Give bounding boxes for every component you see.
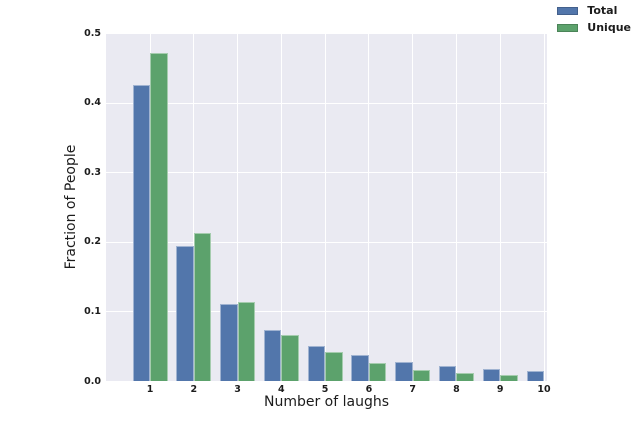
gridline-horizontal bbox=[106, 102, 547, 104]
y-tick-label: 0.5 bbox=[84, 27, 101, 39]
bar-group-10 bbox=[526, 33, 548, 381]
x-tick-label: 5 bbox=[321, 384, 329, 395]
y-tick-label: 0.1 bbox=[84, 305, 101, 317]
bar-unique-2 bbox=[193, 233, 212, 381]
bar-total-9 bbox=[482, 369, 501, 381]
bar-group-4 bbox=[263, 33, 299, 381]
y-axis-label: Fraction of People bbox=[63, 144, 79, 270]
gridline-vertical bbox=[280, 33, 282, 381]
bar-group-3 bbox=[220, 33, 256, 381]
gridline-vertical bbox=[455, 33, 457, 381]
x-tick-label: 1 bbox=[146, 384, 154, 395]
bar-group-1 bbox=[132, 33, 168, 381]
x-axis: 1 2 3 4 5 6 7 8 9 10 bbox=[106, 384, 551, 397]
gridline-vertical bbox=[412, 33, 414, 381]
bar-unique-9 bbox=[500, 375, 518, 381]
x-tick-label: 9 bbox=[496, 384, 504, 395]
x-tick-label: 8 bbox=[453, 384, 460, 395]
gridline-horizontal bbox=[106, 311, 547, 313]
gridline-horizontal bbox=[106, 33, 547, 34]
bar-unique-7 bbox=[412, 369, 431, 381]
bar-unique-4 bbox=[281, 335, 299, 381]
gridline-vertical bbox=[543, 33, 545, 381]
gridline-vertical bbox=[499, 33, 501, 381]
x-tick-label: 2 bbox=[190, 384, 198, 395]
bar-total-8 bbox=[438, 365, 457, 381]
bar-unique-6 bbox=[368, 362, 387, 381]
legend: Total Unique bbox=[557, 5, 631, 33]
bar-total-1 bbox=[132, 85, 150, 381]
bar-total-3 bbox=[220, 304, 238, 381]
y-tick-label: 0.0 bbox=[84, 375, 101, 387]
bar-total-7 bbox=[395, 362, 413, 381]
x-tick-label: 10 bbox=[537, 384, 551, 395]
x-tick-label: 6 bbox=[365, 384, 373, 395]
bar-total-4 bbox=[263, 330, 282, 381]
bar-total-2 bbox=[176, 245, 194, 381]
bar-group-9 bbox=[482, 33, 518, 381]
y-tick-label: 0.3 bbox=[84, 166, 101, 178]
legend-label-unique: Unique bbox=[587, 21, 631, 34]
gridline-vertical bbox=[237, 33, 239, 381]
legend-swatch-total bbox=[557, 6, 579, 15]
bar-group-7 bbox=[395, 33, 431, 381]
bar-total-5 bbox=[307, 346, 326, 381]
gridline-horizontal bbox=[106, 172, 547, 174]
gridline-vertical bbox=[324, 33, 326, 381]
gridline-horizontal bbox=[106, 241, 547, 243]
legend-label-total: Total bbox=[587, 4, 618, 17]
bar-group-8 bbox=[438, 33, 474, 381]
x-tick-label: 4 bbox=[278, 384, 285, 395]
bar-unique-8 bbox=[456, 373, 474, 381]
x-axis-label: Number of laughs bbox=[263, 394, 390, 410]
y-tick-label: 0.4 bbox=[84, 96, 101, 108]
y-axis: 0.0 0.1 0.2 0.3 0.4 0.5 bbox=[0, 28, 101, 385]
bar-group-6 bbox=[351, 33, 387, 381]
bar-unique-1 bbox=[150, 52, 168, 381]
legend-swatch-unique bbox=[557, 23, 579, 32]
bar-unique-5 bbox=[325, 352, 343, 381]
y-tick-label: 0.2 bbox=[84, 236, 101, 248]
legend-item-unique: Unique bbox=[557, 22, 631, 33]
bar-unique-3 bbox=[237, 301, 256, 381]
bar-total-6 bbox=[351, 354, 369, 381]
bar-group-2 bbox=[176, 33, 212, 381]
plot-area bbox=[106, 33, 547, 381]
x-tick-label: 3 bbox=[234, 384, 241, 395]
bar-total-10 bbox=[526, 371, 544, 381]
bar-group-5 bbox=[307, 33, 343, 381]
gridline-vertical bbox=[368, 33, 370, 381]
legend-item-total: Total bbox=[557, 5, 631, 16]
x-tick-label: 7 bbox=[409, 384, 416, 395]
gridline-vertical bbox=[193, 33, 195, 381]
